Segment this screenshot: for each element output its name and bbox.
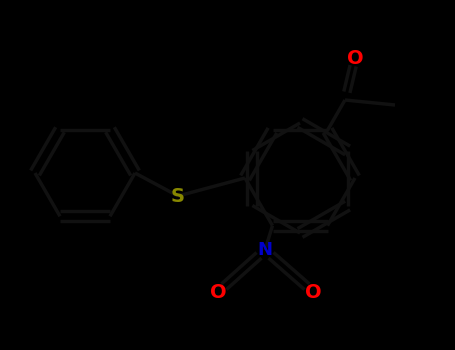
Text: O: O	[210, 282, 226, 301]
Text: O: O	[305, 282, 321, 301]
Text: N: N	[258, 241, 273, 259]
Text: S: S	[171, 187, 185, 205]
Text: O: O	[347, 49, 363, 68]
